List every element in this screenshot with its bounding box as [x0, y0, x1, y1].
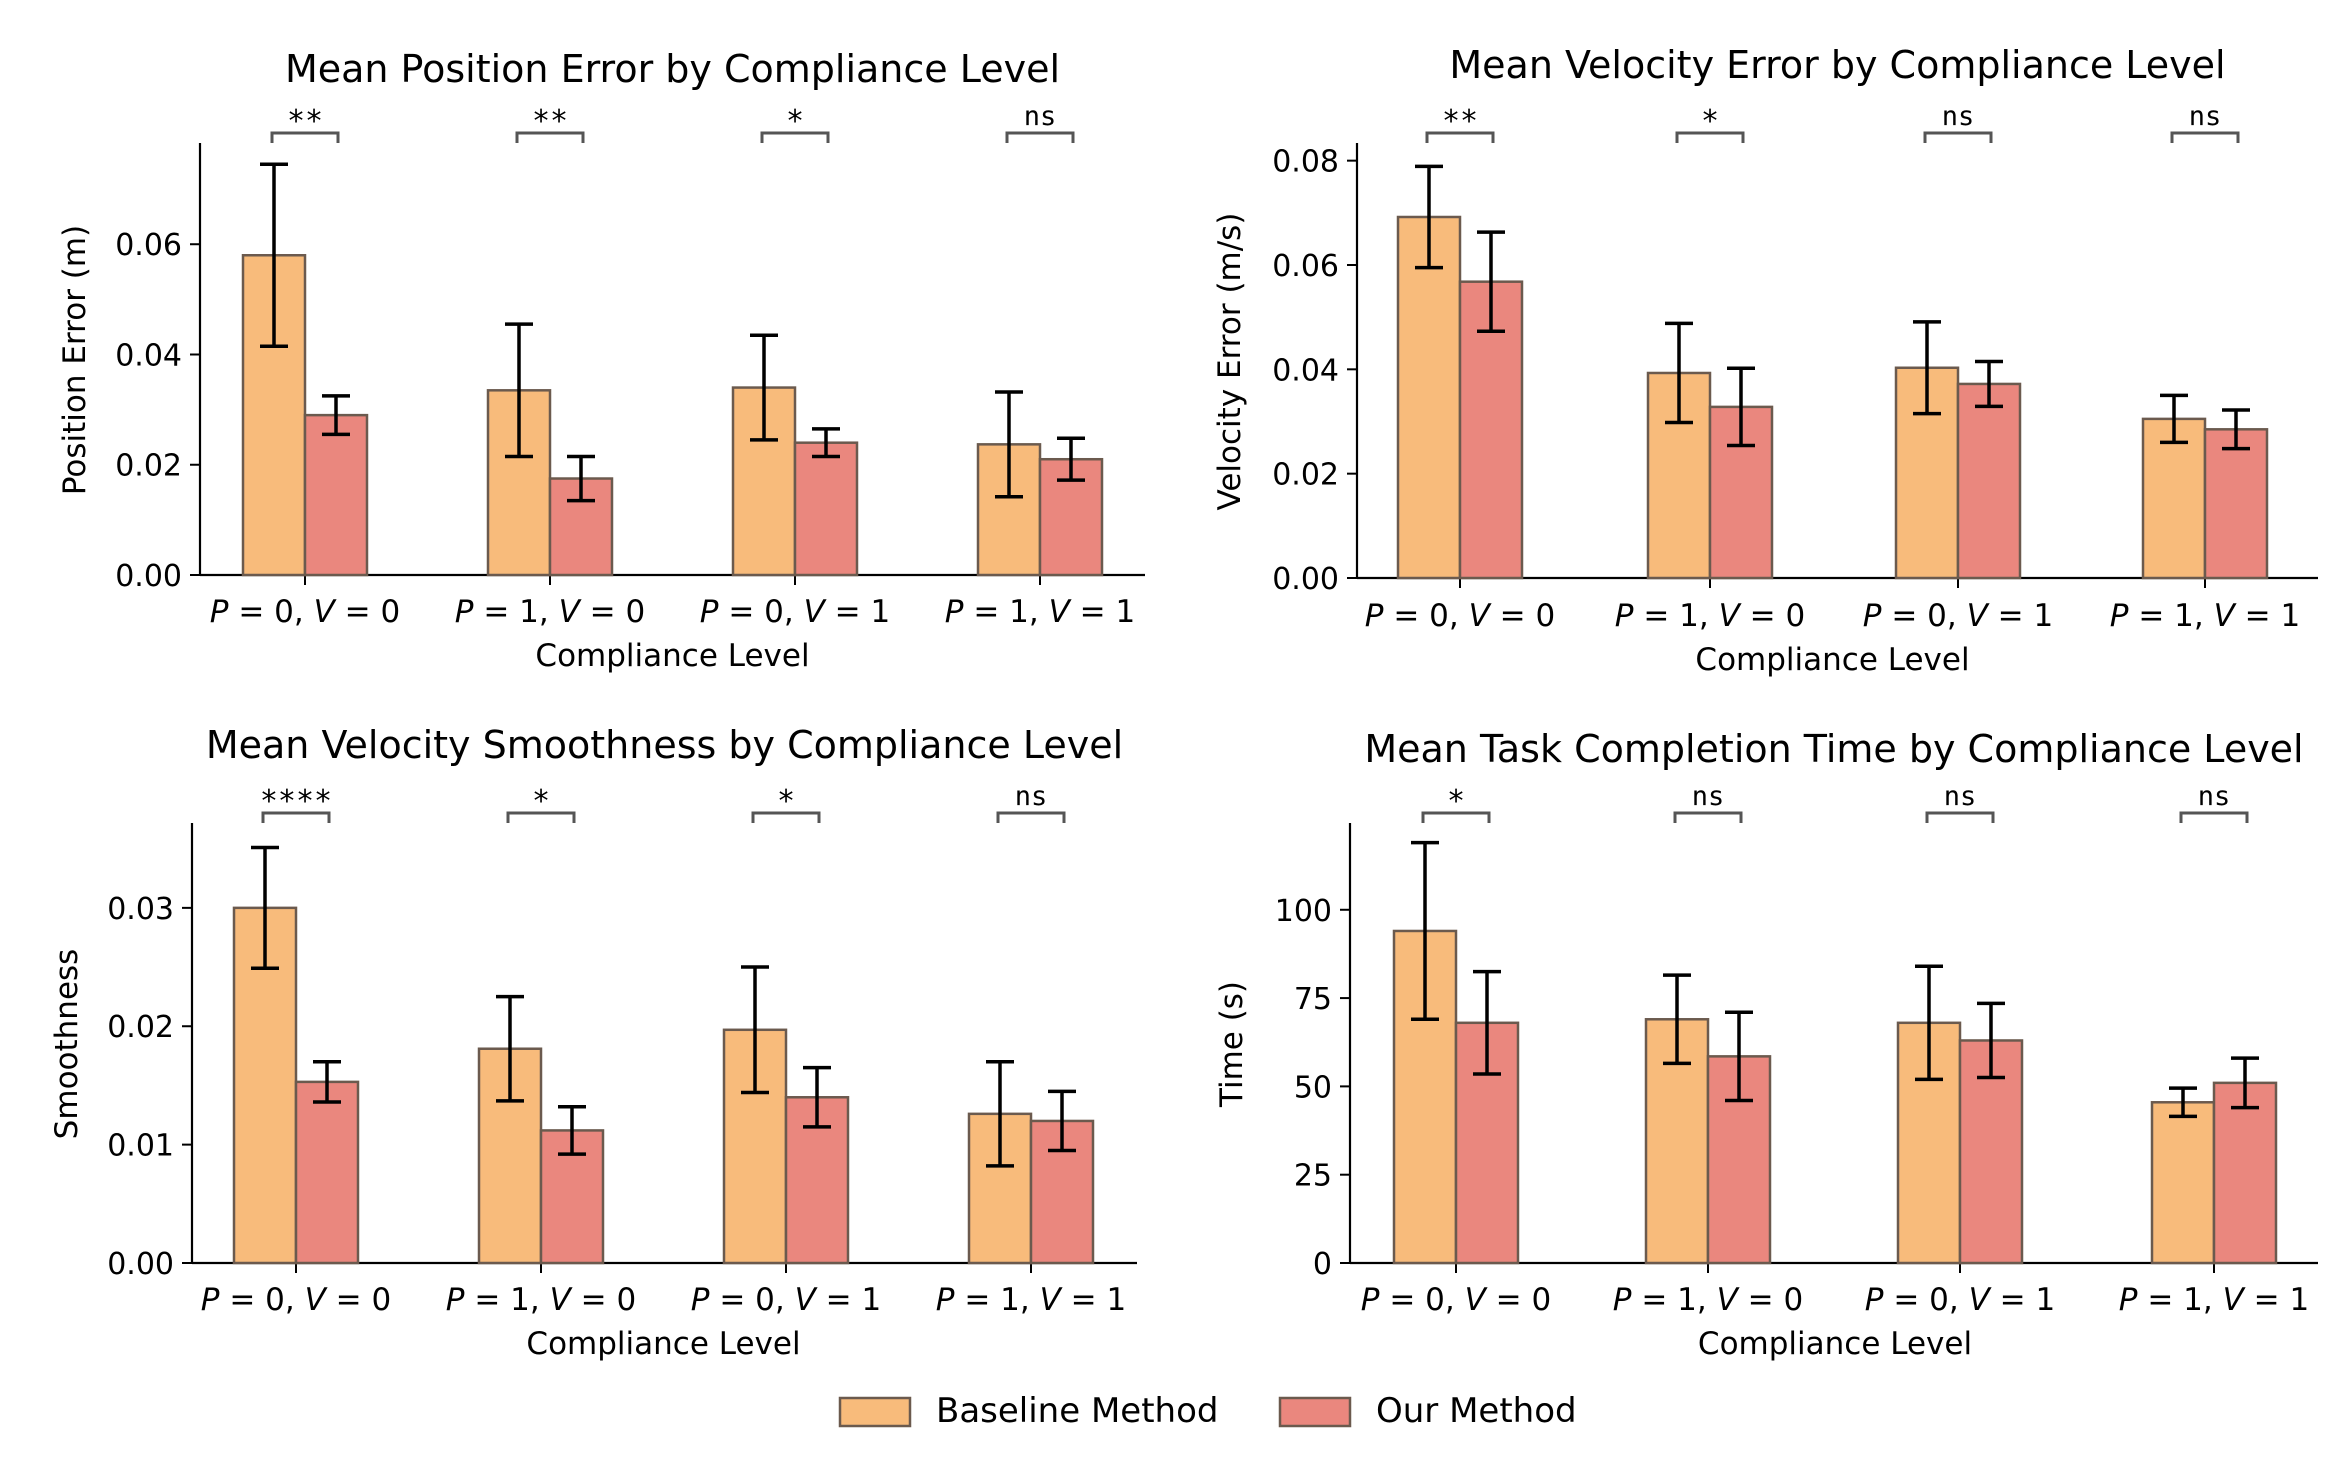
x-tick-label: P = 0, V = 0 [210, 594, 400, 630]
y-tick-label: 0.00 [1272, 562, 1339, 597]
significance-label: ns [1942, 101, 1975, 132]
chart-panel-1: Mean Position Error by Compliance Level 0… [57, 47, 1145, 674]
significance-bracket [751, 811, 821, 823]
y-tick-label: 0 [1313, 1247, 1332, 1282]
x-axis-label: Compliance Level [1698, 1326, 1972, 1362]
significance-label: * [532, 784, 550, 819]
y-axis-label: Velocity Error (m/s) [1212, 213, 1248, 511]
y-tick-label: 0.00 [115, 559, 182, 594]
y-tick-label: 0.02 [115, 449, 182, 484]
bar-baseline [2141, 417, 2207, 580]
x-tick-label: P = 1, V = 1 [2110, 598, 2300, 634]
x-axis-label: Compliance Level [535, 638, 809, 674]
significance-label: ns [1015, 781, 1048, 812]
bar-ours [784, 1096, 850, 1265]
x-tick-label: P = 0, V = 1 [1865, 1282, 2055, 1318]
significance-bracket [1673, 811, 1743, 823]
chart-panel-3: Mean Velocity Smoothness by Compliance L… [49, 723, 1137, 1362]
x-tick-label: P = 0, V = 0 [1361, 1282, 1551, 1318]
chart-title: Mean Velocity Smoothness by Compliance L… [206, 723, 1123, 767]
bar-ours [294, 1080, 360, 1265]
legend: Baseline Method Our Method [838, 1391, 1577, 1431]
x-axis-label: Compliance Level [526, 1326, 800, 1362]
y-tick-label: 0.06 [115, 228, 182, 263]
chart-title: Mean Position Error by Compliance Level [285, 47, 1060, 91]
x-tick-label: P = 1, V = 1 [945, 594, 1135, 630]
significance-label: **** [260, 784, 332, 819]
significance-bracket [1925, 811, 1995, 823]
bar-ours [1029, 1119, 1095, 1265]
bar-baseline [1396, 215, 1462, 580]
chart-title: Mean Task Completion Time by Compliance … [1364, 727, 2303, 771]
x-tick-label: P = 0, V = 1 [700, 594, 890, 630]
y-tick-label: 25 [1294, 1159, 1332, 1194]
y-tick-label: 0.02 [107, 1010, 174, 1045]
legend-label-baseline: Baseline Method [936, 1391, 1218, 1431]
significance-label: * [777, 784, 795, 819]
significance-label: ** [287, 104, 323, 139]
chart-panel-2: Mean Velocity Error by Compliance Level 0… [1212, 43, 2318, 678]
x-tick-label: P = 1, V = 1 [936, 1282, 1126, 1318]
x-tick-label: P = 0, V = 1 [691, 1282, 881, 1318]
x-tick-label: P = 1, V = 0 [1613, 1282, 1803, 1318]
significance-bracket [996, 811, 1066, 823]
significance-label: * [1701, 104, 1719, 139]
y-axis-label: Time (s) [1214, 981, 1250, 1108]
significance-label: ** [532, 104, 568, 139]
significance-label: ns [1692, 781, 1725, 812]
x-tick-label: P = 1, V = 1 [2119, 1282, 2309, 1318]
significance-bracket [270, 131, 340, 143]
x-tick-label: P = 1, V = 0 [446, 1282, 636, 1318]
chart-panel-4: Mean Task Completion Time by Compliance … [1214, 727, 2318, 1362]
y-tick-label: 0.02 [1272, 458, 1339, 493]
significance-label: ns [1944, 781, 1977, 812]
y-tick-label: 0.04 [115, 338, 182, 373]
y-tick-label: 50 [1294, 1070, 1332, 1105]
chart-title: Mean Velocity Error by Compliance Level [1449, 43, 2225, 87]
significance-bracket [1421, 811, 1491, 823]
x-tick-label: P = 1, V = 0 [1615, 598, 1805, 634]
y-tick-label: 0.08 [1272, 145, 1339, 180]
x-tick-label: P = 0, V = 0 [201, 1282, 391, 1318]
significance-bracket [515, 131, 585, 143]
significance-bracket [1923, 131, 1993, 143]
legend-label-ours: Our Method [1376, 1391, 1577, 1431]
significance-bracket [1005, 131, 1075, 143]
significance-bracket [506, 811, 576, 823]
significance-bracket [760, 131, 830, 143]
significance-label: ns [2189, 101, 2222, 132]
legend-swatch-baseline [838, 1396, 912, 1428]
y-tick-label: 0.04 [1272, 353, 1339, 388]
significance-bracket [1425, 131, 1495, 143]
bar-ours [2203, 428, 2269, 580]
bar-ours [303, 413, 369, 577]
bar-ours [793, 441, 859, 577]
significance-bracket [2179, 811, 2249, 823]
x-axis-label: Compliance Level [1695, 642, 1969, 678]
y-axis-label: Position Error (m) [57, 225, 93, 495]
x-tick-label: P = 0, V = 0 [1365, 598, 1555, 634]
x-tick-label: P = 1, V = 0 [455, 594, 645, 630]
significance-bracket [261, 811, 331, 823]
significance-label: * [1447, 784, 1465, 819]
bar-ours [2212, 1081, 2278, 1265]
legend-swatch-ours [1278, 1396, 1352, 1428]
y-axis-label: Smoothness [49, 949, 85, 1140]
significance-bracket [2170, 131, 2240, 143]
bar-ours [1956, 382, 2022, 580]
y-tick-label: 0.03 [107, 892, 174, 927]
y-tick-label: 0.06 [1272, 249, 1339, 284]
y-tick-label: 0.01 [107, 1129, 174, 1164]
significance-label: ns [1024, 101, 1057, 132]
y-tick-label: 0.00 [107, 1247, 174, 1282]
significance-bracket [1675, 131, 1745, 143]
significance-label: ns [2198, 781, 2231, 812]
bar-baseline [2150, 1101, 2216, 1265]
significance-label: * [786, 104, 804, 139]
y-tick-label: 75 [1294, 982, 1332, 1017]
significance-label: ** [1442, 104, 1478, 139]
x-tick-label: P = 0, V = 1 [1863, 598, 2053, 634]
y-tick-label: 100 [1275, 894, 1332, 929]
